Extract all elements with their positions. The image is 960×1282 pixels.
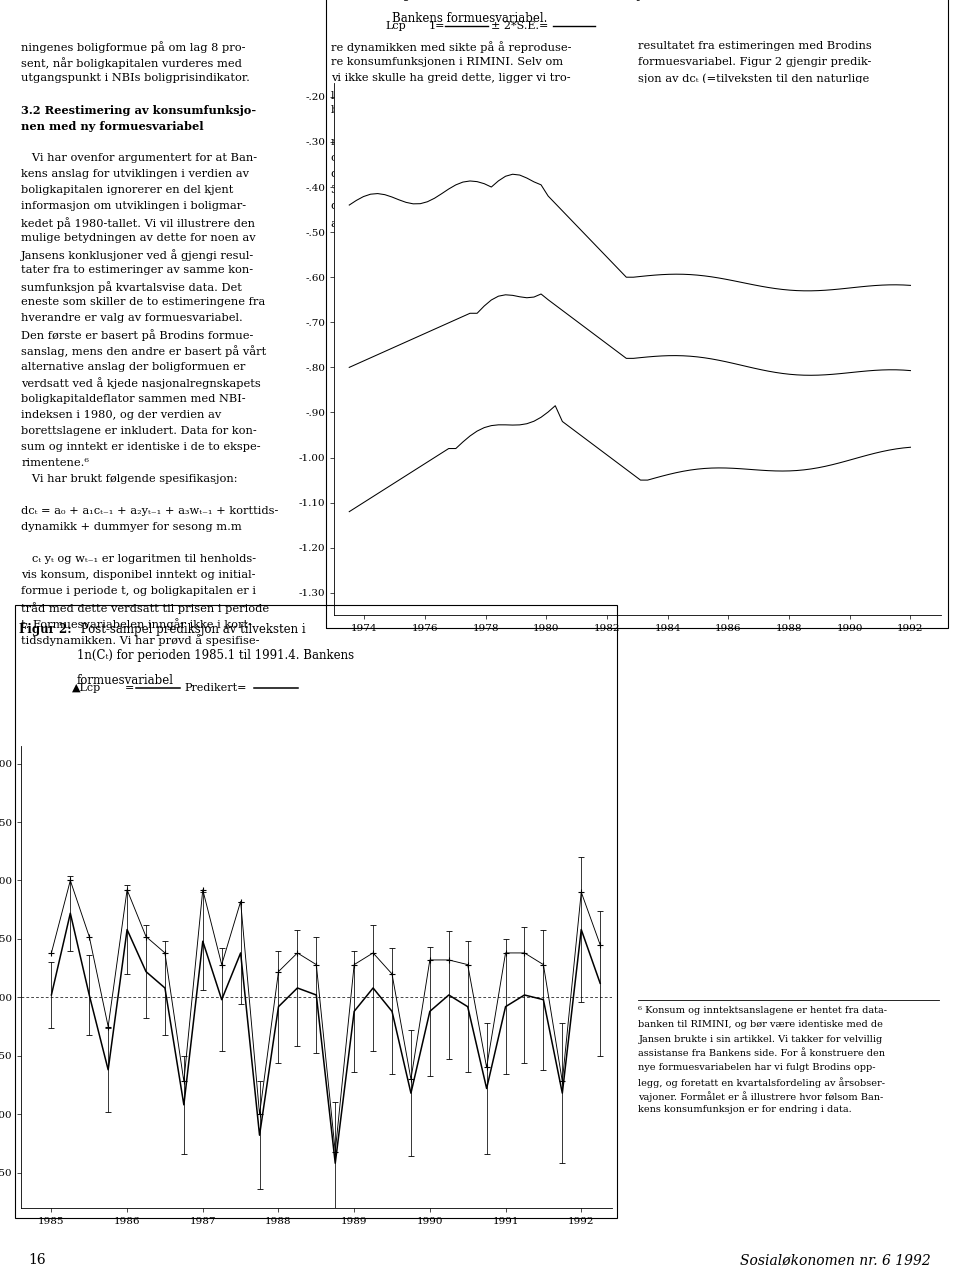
Text: Når vi bytter ut Brodins formuesvaria-: Når vi bytter ut Brodins formuesvaria- bbox=[638, 282, 873, 294]
Text: kvartal 1991 når Brodins variabel brukes.: kvartal 1991 når Brodins variabel brukes… bbox=[638, 122, 880, 131]
Text: re dynamikken med sikte på å reproduse-: re dynamikken med sikte på å reproduse- bbox=[331, 41, 572, 53]
Text: resultatet fra estimeringen med Brodins: resultatet fra estimeringen med Brodins bbox=[638, 41, 872, 51]
Text: verdsatt ved å kjede nasjonalregnskapets: verdsatt ved å kjede nasjonalregnskapets bbox=[21, 377, 261, 390]
Text: assistanse fra Bankens side. For å konstruere den: assistanse fra Bankens side. For å konst… bbox=[638, 1049, 885, 1058]
Text: Figur 2:: Figur 2: bbox=[19, 623, 72, 636]
Text: bel med vår egen, endrer resultatene: bel med vår egen, endrer resultatene bbox=[638, 297, 854, 309]
Text: len må vi forkaste en hypotese om para-: len må vi forkaste en hypotese om para- bbox=[638, 410, 871, 422]
Text: meterstabilitet over de to delene av: meterstabilitet over de to delene av bbox=[638, 426, 845, 436]
Text: ▲Lcp: ▲Lcp bbox=[72, 683, 101, 694]
Text: med et intervall på to standardavvik.: med et intervall på to standardavvik. bbox=[638, 265, 852, 277]
Text: vi ikke skulle ha greid dette, ligger vi tro-: vi ikke skulle ha greid dette, ligger vi… bbox=[331, 73, 571, 83]
Text: indeksen i 1980, og der verdien av: indeksen i 1980, og der verdien av bbox=[21, 410, 222, 419]
Text: tater fra to estimeringer av samme kon-: tater fra to estimeringer av samme kon- bbox=[21, 265, 253, 276]
Text: Jansens konklusjoner ved å gjengi resul-: Jansens konklusjoner ved å gjengi resul- bbox=[21, 249, 254, 262]
Text: eneste som skiller de to estimeringene fra: eneste som skiller de to estimeringene f… bbox=[21, 297, 265, 308]
Text: 1984/85.: 1984/85. bbox=[638, 506, 689, 515]
Text: cₜ₋₁ for perioden 1973 til 1991, sammen: cₜ₋₁ for perioden 1973 til 1991, sammen bbox=[638, 249, 870, 259]
Text: re konsumfunksjonen i RIMINI. Selv om: re konsumfunksjonen i RIMINI. Selv om bbox=[331, 56, 564, 67]
Text: observasjonsperioden, og de rekursive: observasjonsperioden, og de rekursive bbox=[638, 441, 862, 451]
Text: utgangspunkt i NBIs boligprisindikator.: utgangspunkt i NBIs boligprisindikator. bbox=[21, 73, 250, 83]
Text: hverandre er valg av formuesvariabel.: hverandre er valg av formuesvariabel. bbox=[21, 314, 243, 323]
Text: kvartalene. Med denne formuesvariabe-: kvartalene. Med denne formuesvariabe- bbox=[638, 394, 870, 404]
Text: over perioden med deregulering av kre-: over perioden med deregulering av kre- bbox=[331, 154, 562, 163]
Text: boligkapitalen ignorerer en del kjent: boligkapitalen ignorerer en del kjent bbox=[21, 185, 233, 195]
Text: med de to alternative formuesvariablene: med de to alternative formuesvariablene bbox=[331, 137, 567, 147]
Text: sumfunksjon på kvartalsvise data. Det: sumfunksjon på kvartalsvise data. Det bbox=[21, 282, 242, 294]
Text: sjon av dcₜ (=tilveksten til den naturlige: sjon av dcₜ (=tilveksten til den naturli… bbox=[638, 73, 870, 83]
Text: nen med ny formuesvariabel: nen med ny formuesvariabel bbox=[21, 122, 204, 132]
Text: Vi ser at prediksjonen ligger innenfor et: Vi ser at prediksjonen ligger innenfor e… bbox=[638, 137, 871, 147]
Text: banken til RIMINI, og bør være identiske med de: banken til RIMINI, og bør være identiske… bbox=[638, 1020, 883, 1029]
Point bbox=[933, 992, 945, 1008]
Text: Vi har ovenfor argumentert for at Ban-: Vi har ovenfor argumentert for at Ban- bbox=[21, 154, 257, 163]
Text: alternative anslag der boligformuen er: alternative anslag der boligformuen er bbox=[21, 362, 246, 372]
Text: nye formuesvariabelen har vi fulgt Brodins opp-: nye formuesvariabelen har vi fulgt Brodi… bbox=[638, 1063, 876, 1072]
Text: ± 2*S.E.=: ± 2*S.E.= bbox=[491, 21, 548, 31]
Text: 1=: 1= bbox=[428, 21, 444, 31]
Text: tidsdynamikken. Vi har prøvd å spesifise-: tidsdynamikken. Vi har prøvd å spesifise… bbox=[21, 635, 259, 646]
Text: For å se på stabiliteten i relasjonen: For å se på stabiliteten i relasjonen bbox=[331, 122, 546, 133]
Text: Sosialøkonomen nr. 6 1992: Sosialøkonomen nr. 6 1992 bbox=[740, 1254, 931, 1267]
Text: informasjon om utviklingen i boligmar-: informasjon om utviklingen i boligmar- bbox=[21, 201, 247, 212]
Text: preg av brudd etter avviklingen av den: preg av brudd etter avviklingen av den bbox=[638, 474, 864, 483]
Text: lig så vidt nær at eksperimentet må ha: lig så vidt nær at eksperimentet må ha bbox=[331, 88, 556, 101]
Text: vis konsum, disponibel inntekt og initial-: vis konsum, disponibel inntekt og initia… bbox=[21, 570, 255, 579]
Text: kens anslag for utviklingen i verdien av: kens anslag for utviklingen i verdien av bbox=[21, 169, 250, 179]
Text: intervallet i over halvparten av de 28: intervallet i over halvparten av de 28 bbox=[638, 377, 853, 387]
Point bbox=[633, 992, 644, 1008]
Text: direkte utlånsreguleringen ved årsskiftet: direkte utlånsreguleringen ved årsskifte… bbox=[638, 490, 876, 501]
Text: 3.2 Reestimering av konsumfunksjo-: 3.2 Reestimering av konsumfunksjo- bbox=[21, 105, 256, 117]
Text: av observasjonsperioden. Vi ser først på: av observasjonsperioden. Vi ser først på bbox=[331, 217, 564, 229]
Text: formuesvariabel: formuesvariabel bbox=[77, 674, 174, 687]
Text: plet. Som en illustrasjon gjengir vi i figur: plet. Som en illustrasjon gjengir vi i f… bbox=[638, 217, 876, 227]
Text: rimentene.⁶: rimentene.⁶ bbox=[21, 458, 89, 468]
Text: logaritmen til privat konsum målt i faste: logaritmen til privat konsum målt i fast… bbox=[638, 88, 873, 101]
Text: betydelig interesse.: betydelig interesse. bbox=[331, 105, 445, 115]
Text: kedet på 1980-tallet. Vi vil illustrere den: kedet på 1980-tallet. Vi vil illustrere … bbox=[21, 217, 255, 229]
Text: nå underpredikerer konsumutviklingen: nå underpredikerer konsumutviklingen bbox=[638, 329, 866, 341]
Text: ningenes boligformue på om lag 8 pro-: ningenes boligformue på om lag 8 pro- bbox=[21, 41, 246, 53]
Text: dittmarkedet har vi estimert for perioden: dittmarkedet har vi estimert for periode… bbox=[331, 169, 571, 179]
Text: sanslag, mens den andre er basert på vårt: sanslag, mens den andre er basert på vår… bbox=[21, 346, 266, 358]
Text: kens konsumfunksjon er for endring i data.: kens konsumfunksjon er for endring i dat… bbox=[638, 1105, 852, 1114]
Text: 16: 16 bbox=[29, 1254, 46, 1267]
Text: formue i periode t, og boligkapitalen er i: formue i periode t, og boligkapitalen er… bbox=[21, 586, 256, 596]
Text: Den første er basert på Brodins formue-: Den første er basert på Brodins formue- bbox=[21, 329, 253, 341]
Text: Jansen brukte i sin artikkel. Vi takker for velvillig: Jansen brukte i sin artikkel. Vi takker … bbox=[638, 1035, 882, 1044]
Text: boligkapitaldeflator sammen med NBI-: boligkapitaldeflator sammen med NBI- bbox=[21, 394, 246, 404]
Text: viser at en ikke kan forkaste at parame-: viser at en ikke kan forkaste at parame- bbox=[638, 185, 870, 195]
Text: sent, når boligkapitalen vurderes med: sent, når boligkapitalen vurderes med bbox=[21, 56, 242, 69]
Text: dynamikk + dummyer for sesong m.m: dynamikk + dummyer for sesong m.m bbox=[21, 522, 242, 532]
Text: prediksjonene ligger utenfor prediksjons-: prediksjonene ligger utenfor prediksjons… bbox=[638, 362, 878, 372]
Text: 95 prosents prediksjonsintervall gjennom: 95 prosents prediksjonsintervall gjennom bbox=[638, 154, 878, 163]
Text: Predikert=: Predikert= bbox=[184, 683, 247, 694]
Text: borettslagene er inkludert. Data for kon-: borettslagene er inkludert. Data for kon… bbox=[21, 426, 257, 436]
Text: legg, og foretatt en kvartalsfordeling av årsobser-: legg, og foretatt en kvartalsfordeling a… bbox=[638, 1077, 885, 1087]
Text: hele perioden, og en formell test (Chow): hele perioden, og en formell test (Chow) bbox=[638, 169, 873, 179]
Text: tråd med dette verdsatt til prisen i periode: tråd med dette verdsatt til prisen i per… bbox=[21, 603, 269, 614]
Text: ⁶ Konsum og inntektsanslagene er hentet fra data-: ⁶ Konsum og inntektsanslagene er hentet … bbox=[638, 1006, 887, 1015]
Text: Vi har brukt følgende spesifikasjon:: Vi har brukt følgende spesifikasjon: bbox=[21, 474, 238, 483]
Text: karakter. Vi ser av figur 4 at relasjonen: karakter. Vi ser av figur 4 at relasjone… bbox=[638, 314, 866, 323]
Text: mulige betydningen av dette for noen av: mulige betydningen av dette for noen av bbox=[21, 233, 255, 244]
Text: trene er stabile over de to delene av sam-: trene er stabile over de to delene av sa… bbox=[638, 201, 879, 212]
Text: 3 rekursive estimater for koeffisienten for: 3 rekursive estimater for koeffisienten … bbox=[638, 233, 882, 244]
Text: t. Formuesvariabelen inngår ikke i kort-: t. Formuesvariabelen inngår ikke i kort- bbox=[21, 618, 252, 629]
Text: =: = bbox=[125, 683, 134, 694]
Text: dcₜ = a₀ + a₁cₜ₋₁ + a₂yₜ₋₁ + a₃wₜ₋₁ + korttids-: dcₜ = a₀ + a₁cₜ₋₁ + a₂yₜ₋₁ + a₃wₜ₋₁ + ko… bbox=[21, 506, 278, 515]
Text: Post-sampel prediksjon av tilveksten i: Post-sampel prediksjon av tilveksten i bbox=[77, 623, 305, 636]
Text: Bankens formuesvariabel.: Bankens formuesvariabel. bbox=[392, 12, 547, 24]
Text: vajoner. Formålet er å illustrere hvor følsom Ban-: vajoner. Formålet er å illustrere hvor f… bbox=[638, 1091, 883, 1101]
Text: dikert konsumutviklingen gjennom resten: dikert konsumutviklingen gjennom resten bbox=[331, 201, 573, 212]
Text: gjennom hele perioden 1985 - 1991, og at: gjennom hele perioden 1985 - 1991, og at bbox=[638, 346, 880, 355]
Text: priser) for perioden 1. kvartal 1985 til 4.: priser) for perioden 1. kvartal 1985 til… bbox=[638, 105, 874, 115]
Text: sum og inntekt er identiske i de to ekspe-: sum og inntekt er identiske i de to eksp… bbox=[21, 441, 261, 451]
Text: formuesvariabel. Figur 2 gjengir predik-: formuesvariabel. Figur 2 gjengir predik- bbox=[638, 56, 872, 67]
Text: 1n(Cₜ) for perioden 1985.1 til 1991.4. Bankens: 1n(Cₜ) for perioden 1985.1 til 1991.4. B… bbox=[77, 649, 354, 662]
Text: 3. kvartal 1967 - 4. kvartal 1984, og pre-: 3. kvartal 1967 - 4. kvartal 1984, og pr… bbox=[331, 185, 566, 195]
Text: Lcp: Lcp bbox=[385, 21, 406, 31]
Text: cₜ yₜ og wₜ₋₁ er logaritmen til henholds-: cₜ yₜ og wₜ₋₁ er logaritmen til henholds… bbox=[21, 554, 256, 564]
Text: estimatene for cₜ₋₁ gjengitt i figur 5 bærer: estimatene for cₜ₋₁ gjengitt i figur 5 b… bbox=[638, 458, 884, 468]
